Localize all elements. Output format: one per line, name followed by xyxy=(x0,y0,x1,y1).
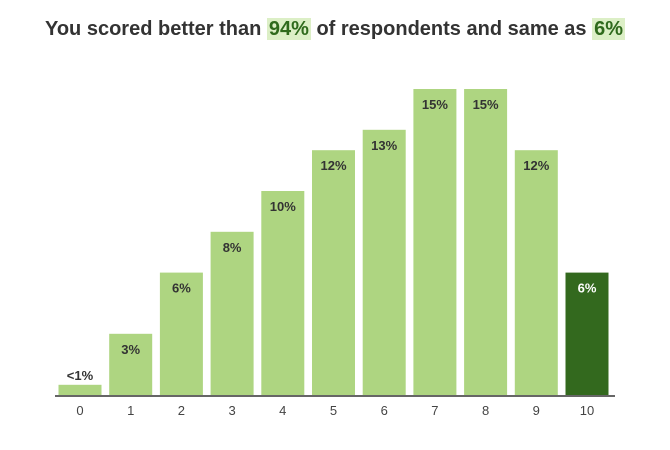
x-tick-label-0: 0 xyxy=(76,403,83,418)
data-label-score-1: 3% xyxy=(121,342,140,357)
data-label-score-0: <1% xyxy=(67,368,94,383)
data-labels-group: <1% 3% 6% 8% 10% 12% 13% 15% 15% 12% 6% xyxy=(67,97,597,383)
bar-score-7 xyxy=(413,89,457,395)
bar-score-0 xyxy=(58,384,102,395)
bar-score-2 xyxy=(159,272,203,395)
bar-score-10 xyxy=(565,272,609,395)
data-label-score-9: 12% xyxy=(523,158,549,173)
headline-prefix: You scored better than xyxy=(44,18,262,40)
data-label-score-3: 8% xyxy=(223,240,242,255)
x-tick-label-10: 10 xyxy=(580,403,594,418)
data-label-score-7: 15% xyxy=(422,97,448,112)
x-tick-label-7: 7 xyxy=(431,403,438,418)
same-as-percent: 6% xyxy=(592,18,626,40)
bar-score-8 xyxy=(464,89,508,395)
data-label-score-4: 10% xyxy=(270,199,296,214)
data-label-score-5: 12% xyxy=(320,158,346,173)
headline-middle: of respondents and same as xyxy=(316,18,587,40)
x-tick-label-5: 5 xyxy=(330,403,337,418)
headline: You scored better than 94% of respondent… xyxy=(0,18,670,41)
better-than-percent: 94% xyxy=(266,18,311,40)
bar-score-3 xyxy=(210,231,254,395)
bar-score-9 xyxy=(514,150,558,395)
x-tick-label-3: 3 xyxy=(228,403,235,418)
x-tick-label-1: 1 xyxy=(127,403,134,418)
x-tick-label-6: 6 xyxy=(381,403,388,418)
bar-score-1 xyxy=(109,333,153,395)
bar-score-4 xyxy=(261,191,305,395)
data-label-score-10: 6% xyxy=(578,281,597,296)
data-label-score-2: 6% xyxy=(172,281,191,296)
bar-score-5 xyxy=(312,150,355,395)
x-tick-labels-group: 0 1 2 3 4 5 6 7 8 9 10 xyxy=(76,403,594,418)
x-tick-label-4: 4 xyxy=(279,403,286,418)
data-label-score-8: 15% xyxy=(473,97,499,112)
x-tick-label-9: 9 xyxy=(533,403,540,418)
x-tick-label-8: 8 xyxy=(482,403,489,418)
data-label-score-6: 13% xyxy=(371,138,397,153)
bars-group xyxy=(58,89,609,396)
bar-score-6 xyxy=(362,129,406,396)
x-tick-label-2: 2 xyxy=(178,403,185,418)
